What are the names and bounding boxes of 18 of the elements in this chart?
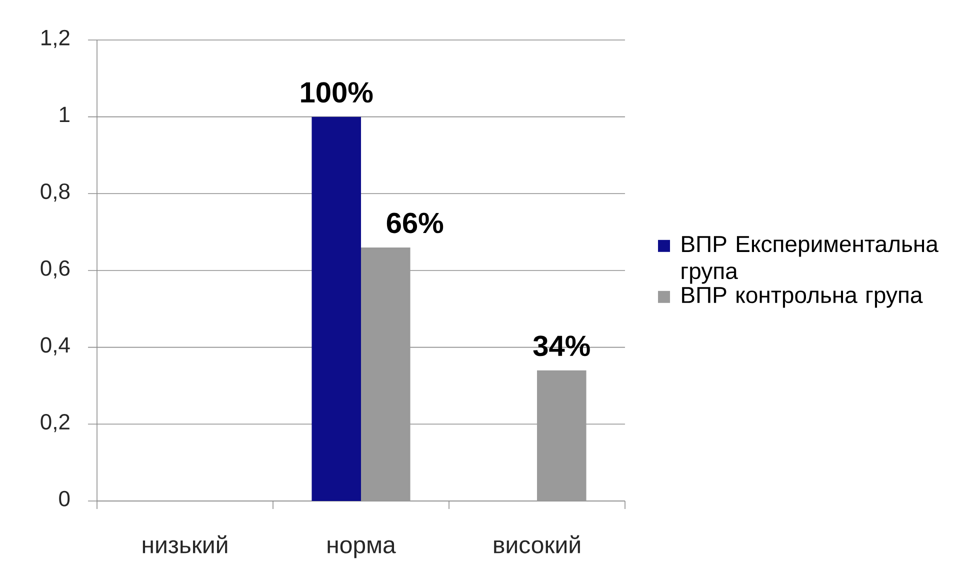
legend-label: ВПР Експериментальна група bbox=[682, 236, 938, 284]
data-label: 34% bbox=[533, 336, 590, 356]
y-tick-label: 0,8 bbox=[40, 183, 70, 202]
y-tick-label: 0,4 bbox=[40, 337, 70, 356]
data-label: 100% bbox=[301, 82, 373, 103]
bar bbox=[361, 247, 410, 501]
x-tick-label: норма bbox=[328, 540, 396, 558]
x-tick-label: низький bbox=[142, 535, 228, 554]
legend-label: ВПР контрольна група bbox=[682, 287, 923, 308]
data-label: 66% bbox=[386, 212, 444, 234]
y-tick-label: 0 bbox=[59, 490, 70, 506]
y-tick-label: 1 bbox=[60, 106, 70, 122]
bar bbox=[312, 116, 362, 501]
y-tick-label: 0,2 bbox=[40, 414, 70, 432]
bar bbox=[537, 370, 586, 501]
y-tick-label: 0,6 bbox=[40, 260, 70, 278]
x-tick-label: високий bbox=[494, 535, 580, 554]
y-tick-label: 1,2 bbox=[42, 30, 70, 48]
